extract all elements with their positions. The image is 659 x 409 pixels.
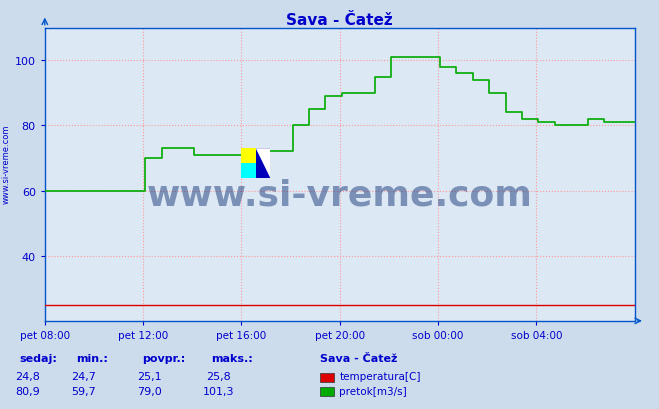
Title: Sava - Čatež: Sava - Čatež [287, 13, 393, 27]
Text: maks.:: maks.: [211, 353, 252, 363]
Text: pretok[m3/s]: pretok[m3/s] [339, 386, 407, 396]
Text: 25,1: 25,1 [137, 371, 162, 382]
Text: 59,7: 59,7 [71, 386, 96, 396]
Text: 79,0: 79,0 [137, 386, 162, 396]
Text: Sava - Čatež: Sava - Čatež [320, 353, 397, 363]
Text: povpr.:: povpr.: [142, 353, 185, 363]
Text: www.si-vreme.com: www.si-vreme.com [2, 124, 11, 203]
Text: 80,9: 80,9 [15, 386, 40, 396]
Text: www.si-vreme.com: www.si-vreme.com [147, 178, 532, 212]
Bar [241, 149, 256, 164]
Bar [256, 149, 270, 178]
Text: 25,8: 25,8 [206, 371, 231, 382]
Text: temperatura[C]: temperatura[C] [339, 371, 421, 382]
Text: 24,7: 24,7 [71, 371, 96, 382]
Bar [241, 164, 256, 178]
Text: min.:: min.: [76, 353, 107, 363]
Text: 101,3: 101,3 [203, 386, 235, 396]
Polygon shape [256, 149, 270, 178]
Text: 24,8: 24,8 [15, 371, 40, 382]
Text: sedaj:: sedaj: [20, 353, 57, 363]
